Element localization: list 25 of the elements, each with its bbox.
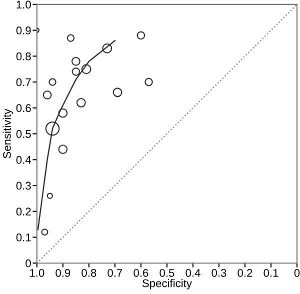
x-tick-label: 0.6 (134, 268, 148, 277)
line-series (37, 40, 116, 230)
x-tick-label: 0.7 (108, 268, 122, 277)
y-axis-title: Sensitivity (2, 108, 14, 158)
x-tick-label: 0.3 (212, 268, 226, 277)
x-tick-label: 0.8 (82, 268, 96, 277)
y-tick-label: 0 (26, 259, 31, 268)
x-tick-label: 0.1 (264, 268, 278, 277)
y-tick-label: 0.9 (16, 26, 31, 34)
y-tick-label: 0.3 (16, 182, 31, 190)
y-tick-label: 0.4 (16, 156, 32, 164)
x-tick-label: 0.5 (160, 268, 174, 277)
y-tick-label: 0.1 (16, 234, 31, 242)
y-tick-label: 1.0 (16, 0, 31, 9)
x-axis-title: Specificity (142, 279, 192, 290)
x-tick-label: 0.2 (238, 268, 252, 277)
y-tick-label: 0.5 (16, 130, 31, 138)
y-tick-label: 0.7 (16, 78, 31, 86)
x-tick-label: 0.9 (56, 268, 70, 277)
x-tick-label: 0.4 (186, 268, 200, 277)
x-tick-label: 1.0 (30, 268, 44, 277)
y-tick-label: 0.8 (16, 52, 31, 60)
y-tick-label: 0.2 (16, 208, 31, 216)
x-tick-label: 0 (294, 268, 300, 277)
y-tick-label: 0.6 (16, 104, 31, 112)
